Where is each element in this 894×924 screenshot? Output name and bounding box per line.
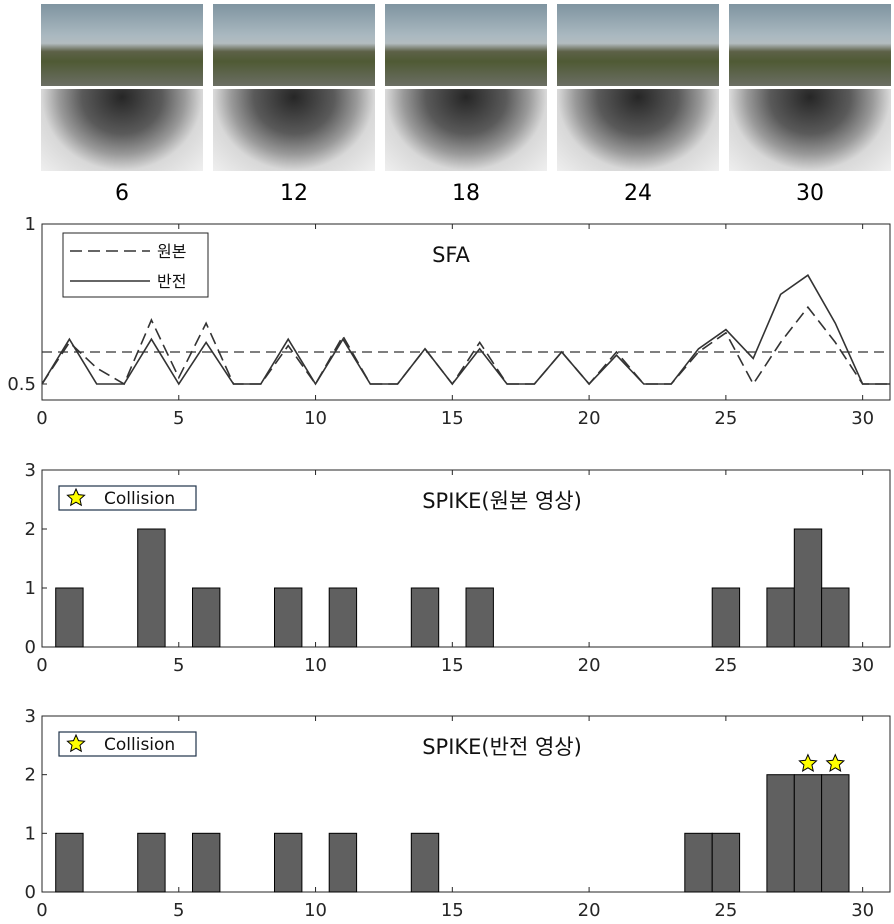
- y-tick-label: 1: [25, 214, 36, 235]
- x-tick-label: 25: [714, 408, 737, 429]
- frame-label: 6: [115, 181, 129, 206]
- legend-label: Collision: [104, 735, 175, 755]
- inverted-frame-image: [213, 89, 375, 171]
- frame-label: 24: [624, 181, 652, 206]
- collision-star-icon: [798, 753, 818, 772]
- spike-inverted-chart: 0 5 10 15 20 25 30 0 1 2 3 SPIKE(반전 영상) Collision: [25, 706, 891, 921]
- frame-strip: 6 12 18 24 30: [0, 0, 894, 210]
- legend-star-icon: [66, 733, 86, 753]
- x-tick-label: 5: [173, 900, 184, 921]
- x-tick-label: 30: [851, 655, 874, 675]
- spike-bar: [274, 587, 303, 648]
- y-tick-label: 3: [25, 460, 36, 481]
- legend-box: [62, 232, 209, 298]
- inverted-frame-image: [557, 89, 719, 171]
- series-line-inverted: [41, 274, 890, 386]
- y-tick-label: 0: [25, 882, 36, 903]
- series-line-original: [41, 305, 890, 386]
- spike-bar: [137, 832, 166, 893]
- x-tick-label: 0: [36, 655, 47, 675]
- y-tick-label: 2: [25, 519, 36, 540]
- spike-bar: [328, 587, 358, 648]
- original-frame-image: [385, 4, 547, 86]
- spike-bar: [465, 587, 494, 648]
- spike-bar: [274, 832, 303, 893]
- spike-bar: [192, 587, 221, 648]
- spike-bar: [711, 832, 741, 893]
- legend-label-inverted: 반전: [157, 272, 186, 291]
- y-tick-label: 0: [25, 637, 36, 658]
- spike-bar: [711, 587, 741, 648]
- x-tick-label: 5: [173, 408, 184, 429]
- plot-frame: [41, 715, 891, 893]
- x-tick-label: 20: [578, 408, 601, 429]
- x-tick-label: 0: [36, 900, 47, 921]
- inverted-frame-image: [385, 89, 547, 171]
- y-tick-label: 1: [25, 578, 36, 599]
- y-tick-label: 1: [25, 823, 36, 844]
- spike-bar: [137, 528, 166, 648]
- frame-label: 12: [280, 181, 308, 206]
- x-tick-label: 15: [441, 900, 464, 921]
- chart-title: SFA: [432, 243, 470, 267]
- chart-title: SPIKE(원본 영상): [422, 489, 582, 513]
- x-tick-label: 5: [173, 655, 184, 675]
- spike-bar: [766, 587, 795, 648]
- spike-original-chart: 0 5 10 15 20 25 30 0 1 2 3 SPIKE(원본 영상) Collision: [25, 460, 891, 675]
- x-tick-label: 25: [714, 655, 737, 675]
- x-tick-label: 10: [304, 408, 327, 429]
- original-frame-image: [41, 4, 203, 86]
- spike-bar: [821, 587, 850, 648]
- frame-label: 30: [796, 181, 824, 206]
- frame-label: 18: [452, 181, 480, 206]
- spike-bar: [766, 774, 795, 893]
- x-tick-label: 20: [578, 655, 601, 675]
- y-tick-label: 0.5: [7, 374, 36, 395]
- x-tick-label: 10: [304, 655, 327, 675]
- spike-bar: [821, 774, 850, 893]
- spike-bar: [410, 587, 440, 648]
- original-frame-image: [729, 4, 891, 86]
- spike-bar: [684, 832, 713, 893]
- legend-star-icon: [66, 487, 86, 507]
- y-tick-label: 2: [25, 765, 36, 786]
- spike-bar: [55, 587, 84, 648]
- plot-frame: [41, 223, 891, 401]
- spike-bar: [328, 832, 358, 893]
- x-tick-label: 20: [578, 900, 601, 921]
- spike-bar: [410, 832, 440, 893]
- x-tick-label: 30: [851, 900, 874, 921]
- collision-star-icon: [825, 753, 846, 772]
- y-tick-label: 3: [25, 706, 36, 727]
- x-tick-label: 15: [441, 408, 464, 429]
- spike-bar: [793, 528, 823, 648]
- inverted-frame-image: [41, 89, 203, 171]
- legend-label: Collision: [104, 489, 175, 509]
- x-tick-label: 10: [304, 900, 327, 921]
- spike-bar: [55, 832, 84, 893]
- legend-label-original: 원본: [157, 242, 186, 261]
- original-frame-image: [213, 4, 375, 86]
- inverted-frame-image: [729, 89, 891, 171]
- x-tick-label: 15: [441, 655, 464, 675]
- chart-title: SPIKE(반전 영상): [422, 735, 582, 759]
- spike-bar: [192, 832, 221, 893]
- spike-bar: [793, 774, 823, 893]
- x-tick-label: 0: [36, 408, 47, 429]
- original-frame-image: [557, 4, 719, 86]
- x-tick-label: 25: [714, 900, 737, 921]
- x-tick-label: 30: [851, 408, 874, 429]
